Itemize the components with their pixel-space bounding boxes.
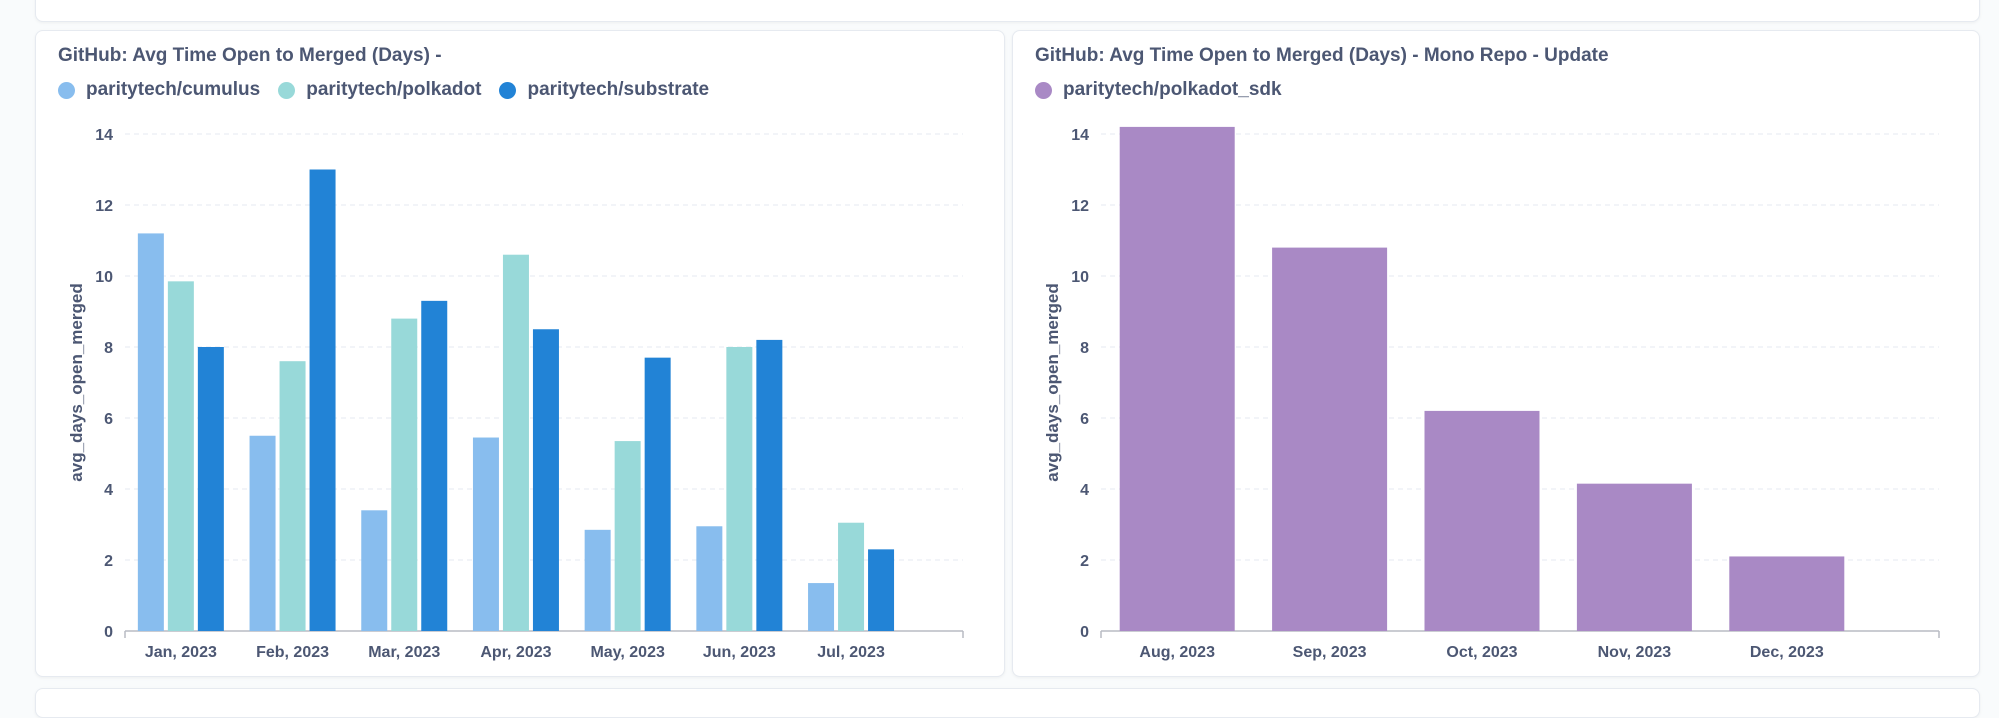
bar[interactable] [756,339,783,631]
y-tick-label: 6 [1080,411,1089,428]
legend-label: paritytech/cumulus [86,79,261,100]
x-tick-label: Jun, 2023 [703,644,776,661]
bar[interactable] [838,522,865,631]
y-tick-label: 14 [95,127,113,144]
x-tick-label: Apr, 2023 [480,644,551,661]
y-tick-label: 8 [1080,340,1089,357]
top-dashboard-card [35,0,1980,22]
chart-legend: paritytech/polkadot_sdk [1035,79,1300,101]
bar[interactable] [726,347,753,631]
y-tick-label: 4 [104,482,113,499]
legend-dot-icon [278,81,296,99]
bar[interactable] [391,318,418,631]
bar[interactable] [1272,247,1388,631]
bar-chart-mono-repo: 0 2 4 6 8 10 12 14 avg_days_open_merged Aug, 2023… [1043,126,1940,661]
bar[interactable] [421,300,448,631]
bar[interactable] [472,437,499,631]
x-tick-label: Oct, 2023 [1446,644,1517,661]
bar[interactable] [137,233,164,631]
bar[interactable] [502,254,529,631]
y-tick-label: 8 [104,340,113,357]
legend-label: paritytech/substrate [527,79,710,100]
legend-dot-icon [1035,81,1052,99]
bar[interactable] [1729,556,1845,631]
y-tick-label: 4 [1080,482,1089,499]
bar[interactable] [868,549,895,631]
x-tick-label: Dec, 2023 [1750,644,1824,661]
x-tick-label: Jan, 2023 [145,644,217,661]
y-tick-label: 12 [95,198,113,215]
y-tick-label: 10 [1071,269,1089,286]
bar[interactable] [584,529,611,631]
bar[interactable] [614,441,641,631]
bar[interactable] [309,169,336,632]
legend-dot-icon [58,81,75,99]
bar[interactable] [361,510,388,631]
card-title[interactable]: GitHub: Avg Time Open to Merged (Days) - [58,45,442,66]
y-tick-label: 10 [95,269,113,286]
x-tick-label: Feb, 2023 [256,644,329,661]
bar[interactable] [1119,126,1235,632]
y-tick-label: 14 [1071,127,1089,144]
bar[interactable] [249,435,276,631]
y-tick-label: 0 [1080,624,1089,641]
x-tick-label: Aug, 2023 [1139,644,1215,661]
y-axis-label: avg_days_open_merged [1043,283,1062,481]
bar-chart-repos: 0 2 4 6 8 10 12 14 avg_days_open_merged Jan, 2023… [67,127,964,661]
card-title[interactable]: GitHub: Avg Time Open to Merged (Days) -… [1035,45,1609,66]
bar[interactable] [1576,483,1692,631]
legend-label: paritytech/polkadot_sdk [1063,79,1282,100]
chart-card-repos: GitHub: Avg Time Open to Merged (Days) -… [35,30,1005,677]
x-tick-label: Nov, 2023 [1598,644,1672,661]
y-tick-label: 6 [104,411,113,428]
bar[interactable] [279,361,306,631]
x-tick-label: May, 2023 [590,644,665,661]
bar[interactable] [167,281,194,631]
bar[interactable] [532,329,559,631]
y-tick-label: 12 [1071,198,1089,215]
legend-label: paritytech/polkadot [306,79,482,100]
chart-legend: paritytech/cumulus paritytech/polkadot p… [58,79,727,101]
bar[interactable] [197,347,224,631]
x-tick-label: Sep, 2023 [1293,644,1367,661]
legend-dot-icon [499,81,517,99]
y-tick-label: 2 [104,553,113,570]
y-tick-label: 2 [1080,553,1089,570]
bar[interactable] [644,357,671,631]
bar[interactable] [696,526,723,631]
legend-item-substrate[interactable]: paritytech/substrate [499,79,709,101]
y-tick-label: 0 [104,624,113,641]
bottom-dashboard-card [35,688,1980,718]
legend-item-cumulus[interactable]: paritytech/cumulus [58,79,260,101]
x-tick-label: Mar, 2023 [368,644,440,661]
y-axis-label: avg_days_open_merged [67,283,86,481]
legend-item-polkadot[interactable]: paritytech/polkadot [278,79,481,101]
chart-card-mono-repo: GitHub: Avg Time Open to Merged (Days) -… [1012,30,1980,677]
bar[interactable] [808,583,835,631]
bar[interactable] [1424,410,1540,631]
x-tick-label: Jul, 2023 [817,644,885,661]
legend-item-polkadot-sdk[interactable]: paritytech/polkadot_sdk [1035,79,1282,101]
